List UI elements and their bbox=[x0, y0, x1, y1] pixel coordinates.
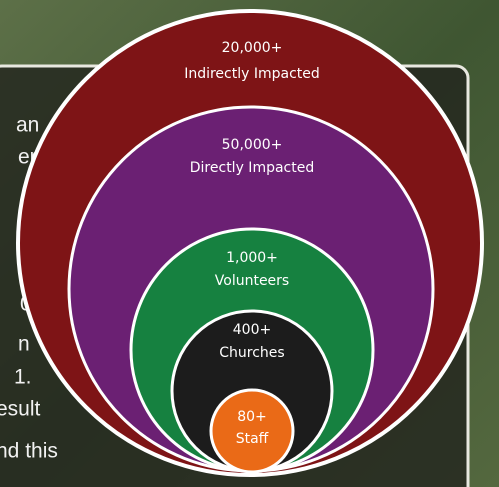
circle-number: 20,000+ bbox=[222, 40, 283, 56]
circle-number: 50,000+ bbox=[222, 137, 283, 153]
circle-number: 80+ bbox=[237, 409, 267, 425]
circle-label: Volunteers bbox=[215, 273, 289, 289]
circle-number: 400+ bbox=[233, 322, 271, 338]
side-text-fragment: an bbox=[16, 114, 39, 137]
side-text-fragment: 1. bbox=[14, 366, 32, 389]
side-text-fragment: nd this bbox=[0, 440, 58, 463]
circle-label: Indirectly Impacted bbox=[184, 66, 320, 82]
side-text-fragment: esult bbox=[0, 398, 41, 421]
circle-label: Churches bbox=[219, 345, 284, 361]
side-text-fragment: n bbox=[18, 333, 30, 356]
infographic: anerdl.0n1.esultnd this 20,000+Indirectl… bbox=[0, 0, 499, 487]
page: anerdl.0n1.esultnd this 20,000+Indirectl… bbox=[0, 0, 499, 487]
circle-number: 1,000+ bbox=[226, 250, 278, 266]
circle-label: Directly Impacted bbox=[190, 160, 314, 176]
circle-label: Staff bbox=[236, 431, 269, 447]
